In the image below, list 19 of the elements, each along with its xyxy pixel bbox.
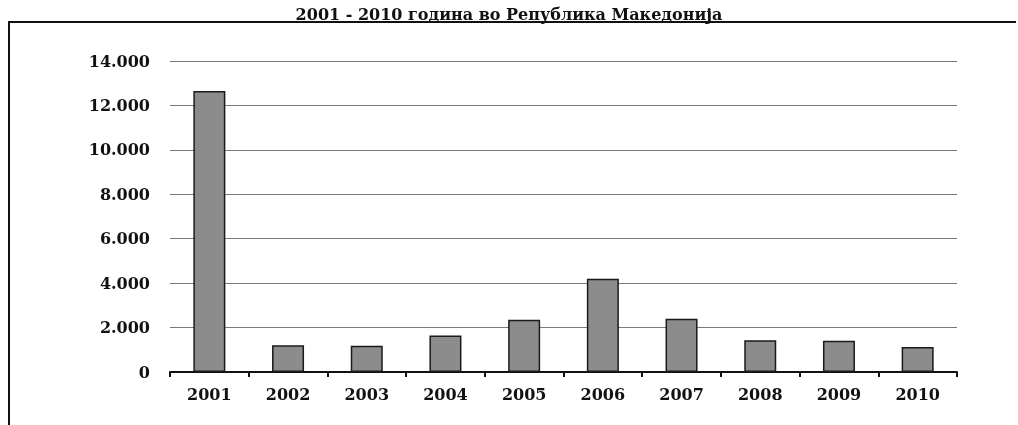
y-tick-label: 10.000 bbox=[88, 140, 150, 160]
y-tick-label: 2.000 bbox=[99, 318, 150, 338]
x-tick-label: 2008 bbox=[737, 384, 783, 404]
x-tick-label: 2002 bbox=[265, 384, 311, 404]
x-tick-label: 2006 bbox=[580, 384, 626, 404]
y-tick-label: 0 bbox=[138, 362, 150, 382]
y-tick-label: 14.000 bbox=[88, 51, 150, 71]
y-tick-label: 12.000 bbox=[88, 95, 150, 115]
x-tick-label: 2007 bbox=[659, 384, 704, 404]
x-tick-label: 2009 bbox=[816, 384, 862, 404]
chart-title: 2001 - 2010 година во Република Македонија bbox=[295, 4, 723, 24]
x-tick-label: 2005 bbox=[501, 384, 547, 404]
y-tick-label: 8.000 bbox=[99, 184, 150, 204]
x-tick-label: 2001 bbox=[187, 384, 232, 404]
y-tick-label: 6.000 bbox=[99, 229, 150, 249]
x-tick-label: 2004 bbox=[423, 384, 468, 404]
x-tick-label: 2010 bbox=[895, 384, 940, 404]
x-tick-label: 2003 bbox=[344, 384, 390, 404]
y-tick-label: 4.000 bbox=[99, 273, 150, 293]
